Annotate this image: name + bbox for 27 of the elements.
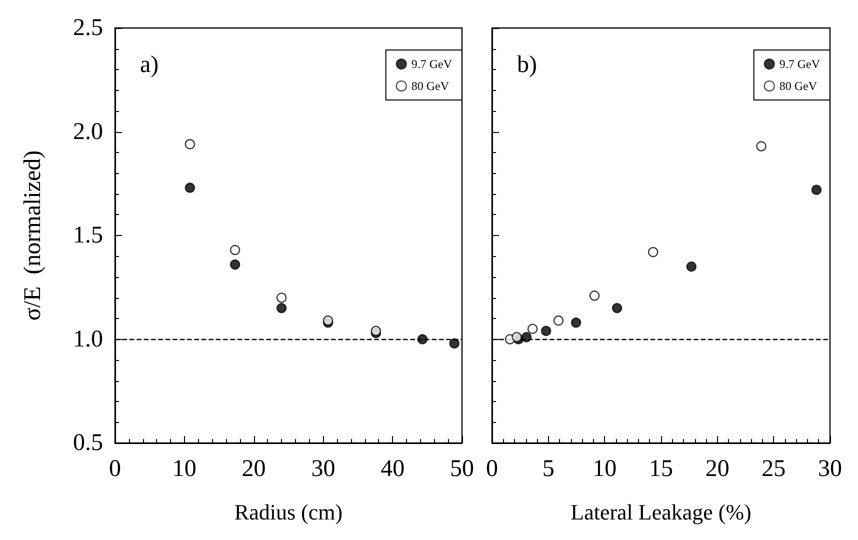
annotation: a) [140,52,159,78]
legend-label: 9.7 GeV [411,57,452,71]
y-axis-title: σ/E (normalized) [20,150,46,321]
y-tick-label: 0.5 [73,430,103,456]
x-tick-label: 30 [818,456,842,482]
legend-label: 80 GeV [411,79,450,93]
x-tick-label: 0 [109,456,121,482]
x-tick-label: 10 [172,456,196,482]
y-tick-label: 1.0 [73,326,103,352]
legend-label: 80 GeV [779,79,818,93]
x-tick-label: 20 [242,456,266,482]
y-tick-label: 1.5 [73,222,103,248]
x-axis-title: Lateral Leakage (%) [570,500,752,524]
x-tick-label: 30 [311,456,336,482]
annotation: b) [517,52,537,78]
y-tick-label: 2.0 [73,118,103,145]
legend-label: 9.7 GeV [779,57,820,71]
x-tick-label: 10 [592,456,617,482]
x-axis-title: Radius (cm) [234,500,343,524]
x-tick-label: 25 [762,456,786,482]
y-tick-label: 2.5 [73,15,103,41]
x-tick-label: 50 [450,456,474,482]
x-tick-label: 5 [542,456,554,482]
x-tick-label: 0 [486,456,498,482]
x-tick-label: 15 [649,456,673,482]
x-tick-label: 20 [705,456,730,482]
x-tick-label: 40 [380,456,405,482]
